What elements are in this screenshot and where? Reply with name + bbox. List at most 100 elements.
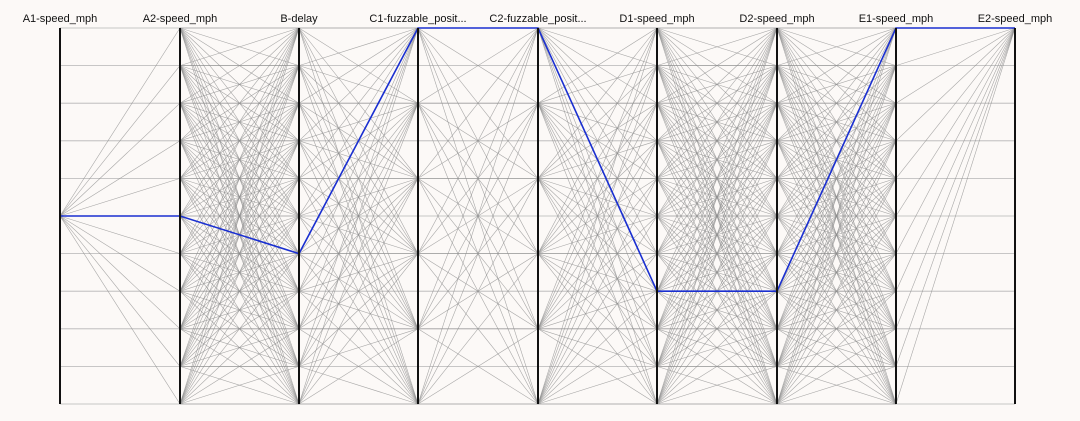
polyline-segment: [537, 27, 658, 329]
polyline-segment: [537, 27, 658, 66]
polyline-segment: [895, 27, 1016, 329]
polyline-segment: [59, 27, 181, 217]
polyline-segment: [776, 103, 897, 405]
polyline-segment: [537, 27, 658, 104]
polyline-segment: [179, 290, 300, 405]
polyline-segment: [179, 27, 300, 104]
polyline-segment: [179, 27, 300, 217]
polyline-segment: [537, 103, 658, 405]
polyline-segment: [537, 290, 658, 405]
polyline-segment: [776, 65, 897, 405]
axis-layer: [59, 28, 1016, 404]
axis-label: B-delay: [280, 13, 318, 25]
polyline-segment: [776, 178, 897, 405]
polyline-segment: [537, 328, 658, 405]
axis-label: A2-speed_mph: [143, 13, 218, 25]
polyline-segment: [537, 178, 658, 405]
polyline-segment: [656, 27, 778, 367]
polyline-segment: [179, 27, 300, 367]
polyline-segment: [776, 27, 897, 405]
polyline-segment: [776, 27, 897, 142]
polyline-segment: [776, 27, 897, 254]
polyline-segment: [656, 253, 778, 405]
background-lines-layer: [59, 27, 1016, 405]
polyline-segment: [776, 290, 897, 405]
polyline-segment: [59, 65, 181, 217]
axis-label: E1-speed_mph: [859, 13, 934, 25]
polyline-segment: [776, 27, 897, 66]
polyline-segment: [179, 328, 300, 405]
polyline-segment: [298, 253, 419, 367]
axis-label: C2-fuzzable_posit...: [489, 13, 586, 25]
polyline-segment: [656, 290, 778, 405]
polyline-segment: [417, 27, 539, 179]
polyline-segment: [179, 27, 300, 142]
polyline-segment: [656, 27, 778, 66]
polyline-segment: [656, 65, 778, 405]
axis-label: D2-speed_mph: [739, 13, 814, 25]
polyline-segment: [776, 27, 897, 104]
polyline-segment: [298, 366, 419, 405]
polyline-segment: [776, 140, 897, 405]
polyline-segment: [59, 215, 181, 405]
polyline-segment: [537, 27, 658, 179]
axis-label: E2-speed_mph: [978, 13, 1053, 25]
polyline-segment: [59, 140, 181, 217]
polyline-segment: [656, 27, 778, 217]
polyline-segment: [776, 27, 897, 367]
polyline-segment: [59, 215, 181, 254]
polyline-segment: [417, 27, 539, 254]
polyline-segment: [656, 27, 778, 142]
polyline-segment: [895, 27, 1016, 179]
polyline-segment: [298, 328, 419, 405]
axis-labels-layer: A1-speed_mph A2-speed_mph B-delay C1-fuzzab…: [23, 13, 1053, 25]
polyline-segment: [537, 27, 658, 254]
polyline-segment: [179, 27, 300, 66]
polyline-segment: [656, 27, 778, 405]
polyline-segment: [298, 328, 419, 367]
polyline-segment: [298, 27, 419, 329]
polyline-segment: [776, 27, 897, 179]
polyline-segment: [179, 178, 300, 405]
polyline-segment: [298, 27, 419, 405]
polyline-segment: [298, 178, 419, 367]
axis-label: A1-speed_mph: [23, 13, 98, 25]
polyline-segment: [59, 102, 181, 217]
polyline-segment: [537, 140, 658, 405]
polyline-segment: [537, 65, 658, 104]
polyline-segment: [298, 27, 419, 217]
polyline-segment: [59, 215, 181, 292]
polyline-segment: [417, 328, 539, 405]
polyline-segment: [179, 140, 300, 405]
polyline-segment: [298, 27, 419, 292]
polyline-segment: [179, 27, 300, 405]
axis-label: C1-fuzzable_posit...: [369, 13, 466, 25]
polyline-segment: [895, 27, 1016, 367]
polyline-segment: [776, 215, 897, 405]
polyline-segment: [895, 27, 1016, 217]
polyline-segment: [59, 215, 181, 330]
polyline-segment: [298, 27, 419, 179]
polyline-segment: [179, 103, 300, 405]
polyline-segment: [656, 140, 778, 405]
polyline-segment: [298, 27, 419, 142]
polyline-segment: [895, 27, 1016, 254]
polyline-segment: [895, 27, 1016, 66]
polyline-segment: [417, 27, 539, 329]
polyline-segment: [656, 328, 778, 405]
polyline-segment: [179, 366, 300, 405]
polyline-segment: [179, 27, 300, 179]
polyline-segment: [417, 178, 539, 405]
polyline-segment: [537, 65, 658, 179]
polyline-segment: [179, 27, 300, 254]
polyline-segment: [656, 103, 778, 405]
polyline-segment: [895, 27, 1016, 292]
polyline-segment: [417, 27, 539, 405]
polyline-segment: [537, 253, 658, 405]
polyline-segment: [417, 253, 539, 405]
polyline-segment: [298, 27, 419, 104]
polyline-segment: [895, 27, 1016, 142]
polyline-segment: [776, 328, 897, 405]
